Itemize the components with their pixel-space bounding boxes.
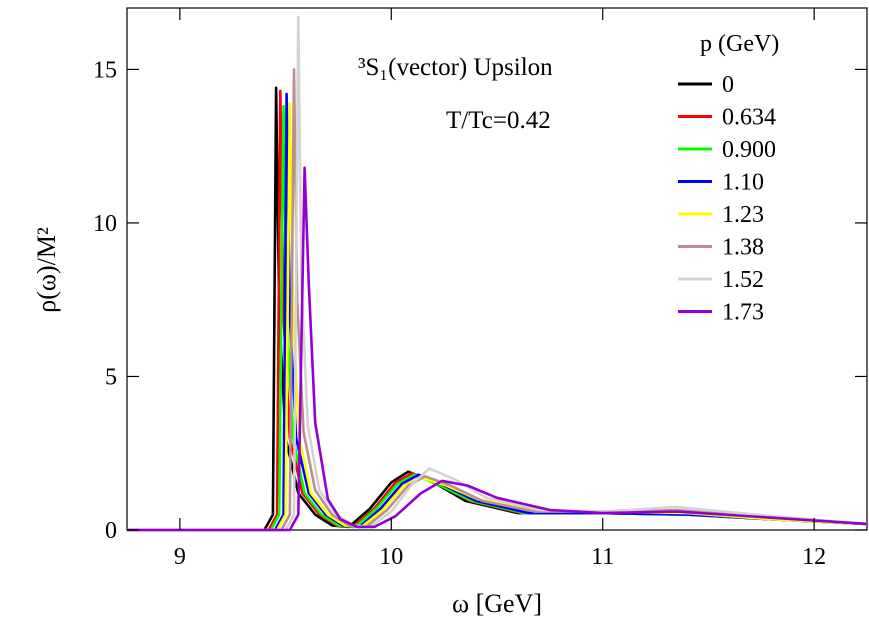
legend: 0 0.634 0.900 1.10 1.23 1.38 1.52 1.73	[678, 72, 776, 326]
y-tick-label: 0	[105, 518, 117, 544]
legend-label-7: 1.73	[722, 300, 764, 326]
x-tick-label: 12	[802, 544, 826, 570]
x-tick-label: 9	[174, 544, 186, 570]
legend-label-4: 1.23	[722, 202, 764, 228]
plot-frame	[126, 7, 868, 531]
state-annotation: ³S₁(vector) Upsilon	[358, 54, 553, 81]
legend-label-6: 1.52	[722, 267, 764, 293]
legend-title: p (GeV)	[700, 31, 779, 57]
series-layer	[127, 15, 868, 532]
legend-label-3: 1.10	[722, 170, 764, 196]
ticks-layer: 9 10 11 12 0 5 10 15	[93, 8, 867, 570]
legend-label-5: 1.38	[722, 235, 764, 261]
x-axis-title: ω [GeV]	[452, 589, 542, 618]
y-axis-title: ρ(ω)/M²	[32, 227, 61, 313]
y-tick-label: 5	[105, 364, 117, 390]
x-tick-label: 10	[379, 544, 403, 570]
legend-label-0: 0	[722, 72, 734, 98]
series-line-7	[127, 166, 868, 532]
y-tick-label: 10	[93, 211, 117, 237]
y-tick-label: 15	[93, 57, 117, 83]
legend-label-2: 0.900	[722, 137, 776, 163]
legend-label-1: 0.634	[722, 105, 776, 131]
temperature-annotation: T/Tc=0.42	[446, 107, 551, 134]
x-tick-label: 11	[591, 544, 614, 570]
